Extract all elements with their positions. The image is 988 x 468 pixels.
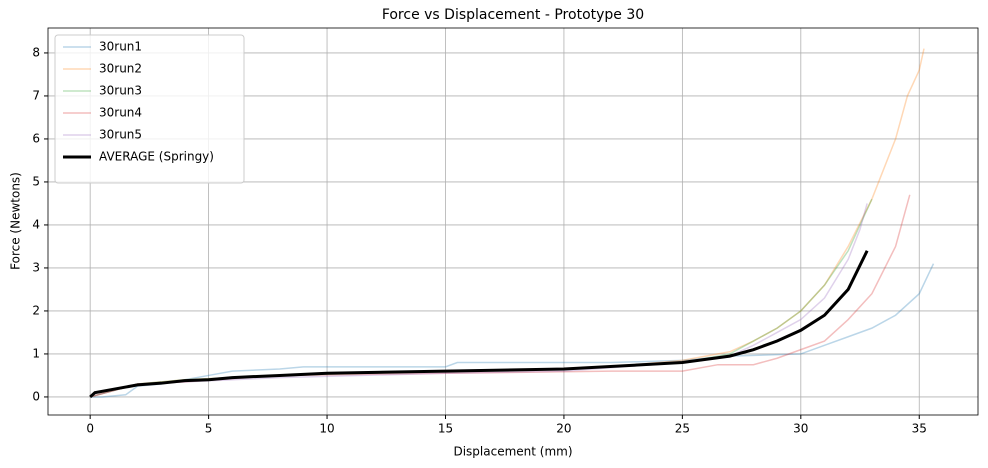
x-tick-label: 35: [912, 422, 927, 436]
x-tick-label: 0: [86, 422, 94, 436]
legend-label: 30run2: [99, 62, 142, 76]
x-tick-label: 20: [556, 422, 571, 436]
series-line: [89, 198, 873, 398]
y-tick-label: 0: [32, 389, 40, 403]
legend: 30run1 30run2 30run3 30run4 30run5 AVERAGE (S…: [54, 34, 245, 184]
y-tick-label: 6: [32, 131, 40, 145]
y-axis-label: Force (Newtons): [9, 172, 23, 270]
series-line: [89, 203, 868, 398]
legend-label: 30run4: [99, 106, 142, 120]
x-tick-label: 25: [675, 422, 690, 436]
series-line: [90, 263, 935, 398]
y-tick-label: 5: [32, 174, 40, 188]
legend-box: [54, 34, 245, 184]
x-axis-label: Displacement (mm): [453, 445, 572, 459]
series-line: [89, 250, 869, 399]
y-tick-label: 1: [32, 346, 40, 360]
plot-frame: [47, 27, 979, 416]
x-tick-label: 15: [438, 422, 453, 436]
legend-label: 30run1: [99, 40, 142, 54]
x-tick-label: 10: [319, 422, 334, 436]
legend-label: 30run3: [99, 84, 142, 98]
y-tick-label: 3: [32, 260, 40, 274]
y-tick-label: 4: [32, 217, 40, 231]
y-tick-label: 7: [32, 88, 40, 102]
legend-label: AVERAGE (Springy): [99, 150, 214, 164]
y-tick-label: 2: [32, 303, 40, 317]
y-tick-label: 8: [32, 45, 40, 59]
chart-title: Force vs Displacement - Prototype 30: [382, 7, 644, 23]
x-tick-label: 5: [205, 422, 213, 436]
legend-label: 30run5: [99, 128, 142, 142]
x-tick-label: 30: [793, 422, 808, 436]
